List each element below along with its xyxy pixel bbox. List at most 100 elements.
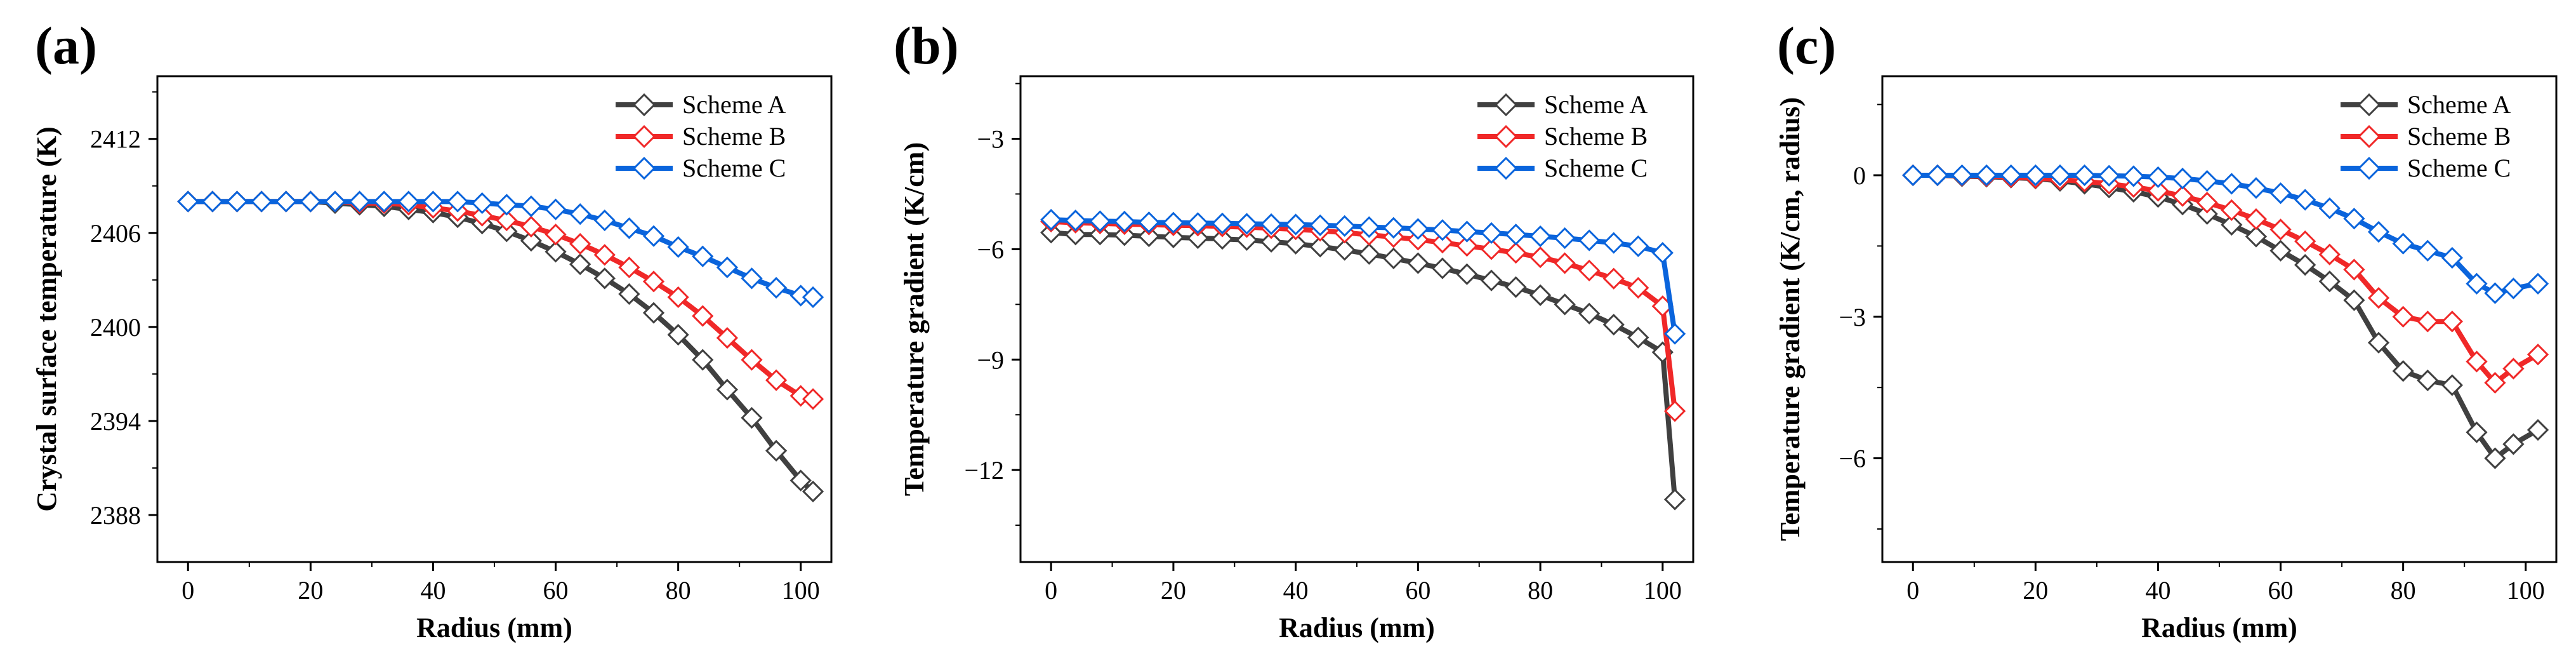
data-point-marker bbox=[667, 286, 689, 309]
data-point-marker bbox=[2147, 166, 2169, 189]
series-line-scheme-c bbox=[1913, 173, 2539, 296]
data-point-marker bbox=[2367, 331, 2390, 354]
y-tick-label: 2394 bbox=[90, 407, 141, 436]
legend-marker bbox=[2357, 124, 2381, 149]
data-point-marker bbox=[496, 194, 518, 216]
data-point-marker bbox=[741, 267, 763, 290]
x-tick-label: 100 bbox=[2507, 576, 2545, 605]
data-point-marker bbox=[2526, 272, 2549, 295]
legend-label: Scheme B bbox=[682, 122, 786, 151]
data-point-marker bbox=[667, 324, 689, 346]
data-point-marker bbox=[692, 305, 714, 327]
data-point-marker bbox=[618, 256, 640, 279]
data-point-marker bbox=[1602, 232, 1625, 254]
data-point-marker bbox=[1309, 214, 1331, 236]
x-tick-label: 80 bbox=[2391, 576, 2416, 605]
data-point-marker bbox=[446, 191, 469, 213]
data-point-marker bbox=[1285, 232, 1307, 255]
data-point-marker bbox=[1162, 226, 1185, 248]
panel-label: (a) bbox=[35, 17, 97, 76]
data-point-marker bbox=[1926, 164, 1949, 187]
data-point-marker bbox=[1480, 238, 1503, 260]
data-point-marker bbox=[2318, 197, 2341, 220]
data-point-marker bbox=[569, 232, 591, 255]
data-point-marker bbox=[1578, 259, 1601, 282]
data-point-marker bbox=[765, 439, 788, 462]
data-point-marker bbox=[1554, 252, 1576, 274]
data-point-marker bbox=[1529, 225, 1552, 248]
data-point-marker bbox=[2343, 258, 2365, 281]
data-point-marker bbox=[2318, 270, 2341, 293]
data-point-marker bbox=[2392, 305, 2414, 328]
panel-label: (b) bbox=[894, 17, 959, 76]
legend-label: Scheme C bbox=[2407, 154, 2511, 182]
data-point-marker bbox=[1663, 323, 1686, 345]
data-point-marker bbox=[1113, 210, 1135, 233]
y-axis-title: Temperature gradient (K/cm, radius) bbox=[1774, 97, 1806, 541]
data-point-marker bbox=[1627, 235, 1649, 257]
x-tick-label: 60 bbox=[543, 576, 569, 605]
data-point-marker bbox=[2484, 282, 2506, 304]
data-point-marker bbox=[618, 217, 640, 239]
data-point-marker bbox=[802, 388, 824, 410]
data-point-marker bbox=[1138, 225, 1160, 248]
data-point-marker bbox=[471, 192, 493, 215]
data-point-marker bbox=[1138, 211, 1160, 234]
data-point-marker bbox=[422, 191, 444, 213]
legend-label: Scheme B bbox=[2407, 122, 2511, 151]
data-point-marker bbox=[1431, 231, 1454, 254]
data-point-marker bbox=[2269, 182, 2292, 204]
data-point-marker bbox=[1113, 224, 1135, 246]
data-point-marker bbox=[618, 283, 640, 305]
data-point-marker bbox=[1554, 293, 1576, 316]
data-point-marker bbox=[2484, 447, 2506, 469]
data-point-marker bbox=[324, 191, 347, 213]
x-tick-label: 60 bbox=[2268, 576, 2294, 605]
data-point-marker bbox=[496, 209, 518, 232]
data-point-marker bbox=[1505, 276, 1527, 298]
data-point-marker bbox=[1333, 215, 1356, 237]
data-point-marker bbox=[1260, 213, 1283, 236]
data-point-marker bbox=[2147, 180, 2169, 202]
data-point-marker bbox=[1663, 488, 1686, 511]
data-point-marker bbox=[1382, 247, 1404, 269]
y-tick-label: 0 bbox=[1853, 161, 1866, 190]
data-point-marker bbox=[2294, 230, 2316, 253]
y-tick-label: −3 bbox=[1839, 303, 1866, 331]
data-point-marker bbox=[2196, 203, 2218, 225]
data-point-marker bbox=[1064, 224, 1087, 246]
data-point-marker bbox=[642, 302, 665, 324]
data-point-marker bbox=[1285, 213, 1307, 236]
data-point-marker bbox=[1627, 326, 1649, 349]
data-point-marker bbox=[2221, 199, 2243, 222]
legend-label: Scheme C bbox=[682, 154, 786, 182]
data-point-marker bbox=[1089, 210, 1111, 232]
x-tick-label: 80 bbox=[666, 576, 691, 605]
data-point-marker bbox=[2367, 286, 2390, 309]
data-point-marker bbox=[2221, 213, 2243, 236]
x-tick-label: 40 bbox=[1283, 576, 1309, 605]
data-point-marker bbox=[1602, 314, 1625, 336]
data-point-marker bbox=[741, 349, 763, 371]
legend-marker bbox=[632, 124, 656, 149]
data-point-marker bbox=[1529, 246, 1552, 269]
data-point-marker bbox=[2392, 360, 2414, 382]
data-point-marker bbox=[593, 244, 616, 266]
data-point-marker bbox=[1187, 212, 1209, 234]
data-point-marker bbox=[2502, 278, 2525, 300]
data-point-marker bbox=[1480, 269, 1503, 291]
x-tick-label: 40 bbox=[420, 576, 446, 605]
data-point-marker bbox=[1260, 231, 1283, 253]
data-point-marker bbox=[1480, 222, 1503, 244]
data-point-marker bbox=[1456, 220, 1478, 243]
legend-label: Scheme A bbox=[1544, 90, 1648, 119]
data-point-marker bbox=[1358, 216, 1380, 238]
data-point-marker bbox=[177, 191, 199, 213]
data-point-marker bbox=[520, 229, 543, 252]
data-point-marker bbox=[2049, 164, 2071, 187]
data-point-marker bbox=[741, 406, 763, 429]
y-tick-label: −3 bbox=[977, 125, 1004, 154]
data-point-marker bbox=[2526, 418, 2549, 441]
legend-marker bbox=[2357, 93, 2381, 117]
